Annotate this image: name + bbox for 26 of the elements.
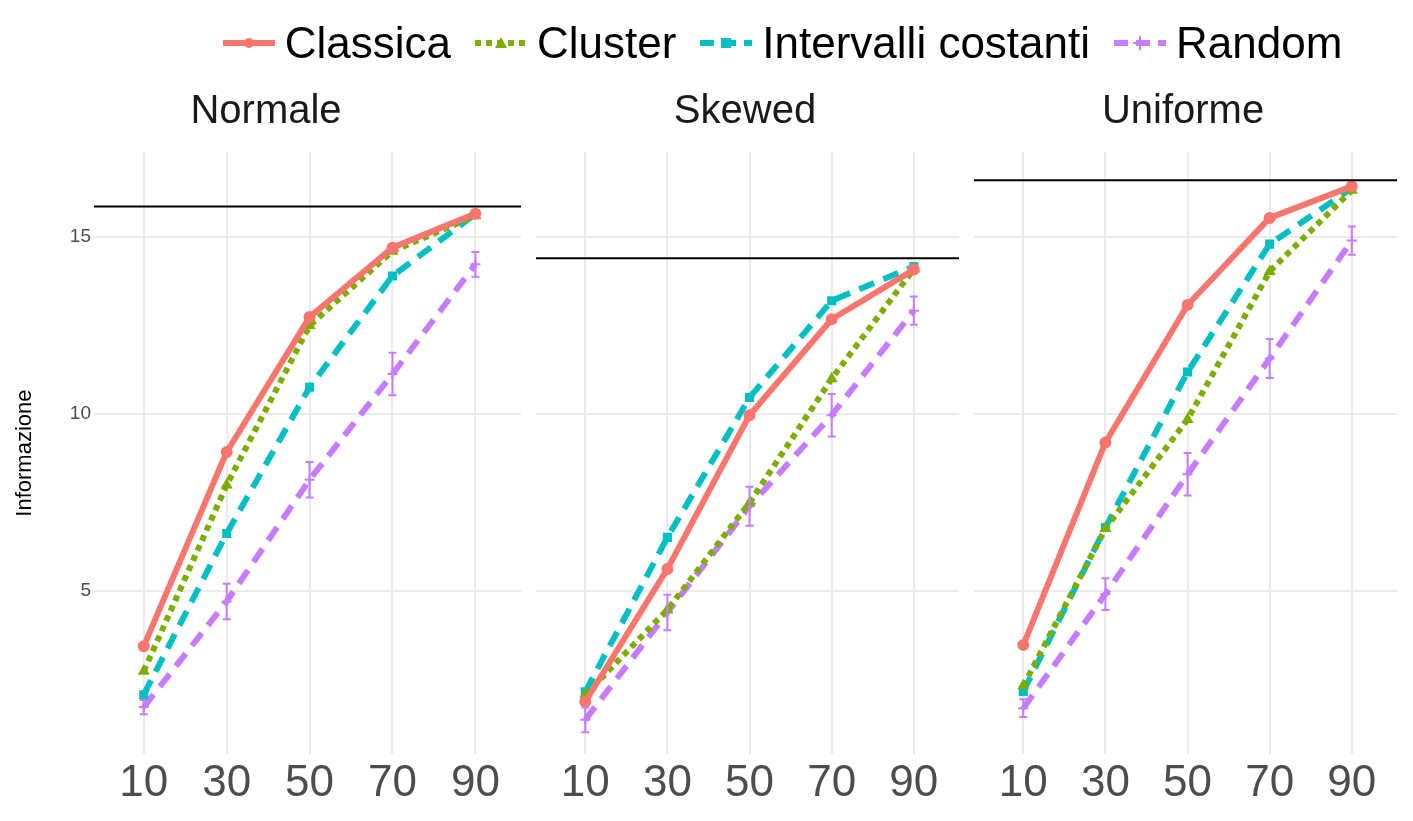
y-tick-label: 5 [80, 579, 91, 601]
y-tick-label: 15 [69, 225, 91, 247]
x-tick-label: 30 [642, 755, 692, 805]
x-tick-label: 70 [1245, 755, 1295, 805]
legend-label: Random [1176, 18, 1343, 68]
y-axis-title: Informazione [11, 389, 37, 517]
x-tick-label: 30 [202, 755, 252, 805]
x-tick-label: 50 [725, 755, 775, 805]
x-tick-label: 90 [450, 755, 500, 805]
x-tick-label: 10 [119, 755, 169, 805]
x-tick-label: 90 [1327, 755, 1377, 805]
x-tick-label: 50 [285, 755, 335, 805]
x-tick-label: 10 [560, 755, 610, 805]
chart-title: Normale [190, 87, 342, 132]
x-tick-label: 30 [1080, 755, 1130, 805]
legend-label: Classica [284, 18, 451, 68]
x-tick-label: 10 [998, 755, 1048, 805]
x-tick-label: 90 [889, 755, 939, 805]
legend-label: Cluster [536, 18, 677, 68]
x-tick-label: 50 [1163, 755, 1213, 805]
y-tick-label: 10 [69, 402, 91, 424]
x-tick-label: 70 [807, 755, 857, 805]
legend-label: Intervalli costanti [762, 18, 1091, 68]
chart-title: Skewed [673, 87, 817, 132]
chart-title: Uniforme [1101, 87, 1265, 132]
x-tick-label: 70 [368, 755, 417, 805]
